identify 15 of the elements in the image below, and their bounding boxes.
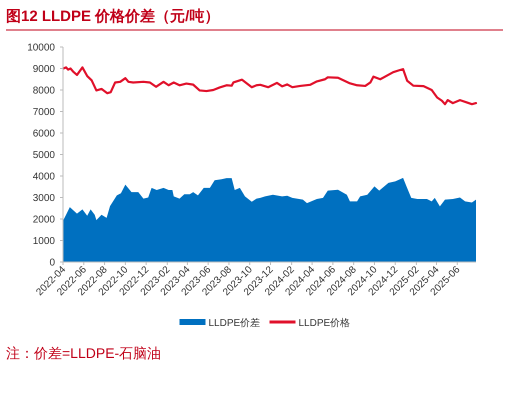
y-tick-label: 0 <box>49 258 56 268</box>
y-tick-label: 7000 <box>32 107 56 118</box>
legend-label: LLDPE价差 <box>208 317 260 329</box>
y-tick-label: 6000 <box>32 128 56 140</box>
text: 注：价差=LLDPE-石脑油 <box>6 345 162 361</box>
y-tick-label: 3000 <box>32 193 56 204</box>
chart-title: 图12 LLDPE 价格价差（元/吨） <box>6 8 220 25</box>
y-tick-label: 8000 <box>32 86 56 96</box>
legend-label: LLDPE价格 <box>298 317 350 329</box>
y-tick-label: 1000 <box>32 236 56 247</box>
y-tick-label: 4000 <box>32 172 56 182</box>
y-tick-label: 10000 <box>27 42 56 54</box>
y-tick-label: 9000 <box>32 64 56 75</box>
y-tick-label: 5000 <box>32 150 56 161</box>
y-tick-label: 2000 <box>32 214 56 226</box>
